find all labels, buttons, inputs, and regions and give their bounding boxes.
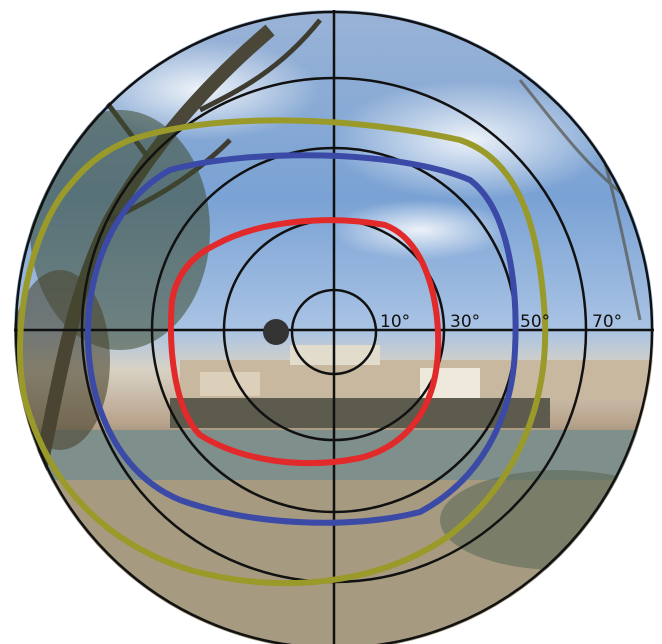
blind-spot	[263, 319, 289, 345]
grid	[14, 10, 654, 644]
isopter-olive	[17, 117, 549, 587]
isopter-blue	[84, 152, 519, 526]
ring-label: 70°	[592, 312, 622, 332]
isopter-red	[167, 217, 442, 467]
ring-label: 30°	[450, 312, 480, 332]
ring-label: 50°	[520, 312, 550, 332]
ring-label: 10°	[380, 312, 410, 332]
